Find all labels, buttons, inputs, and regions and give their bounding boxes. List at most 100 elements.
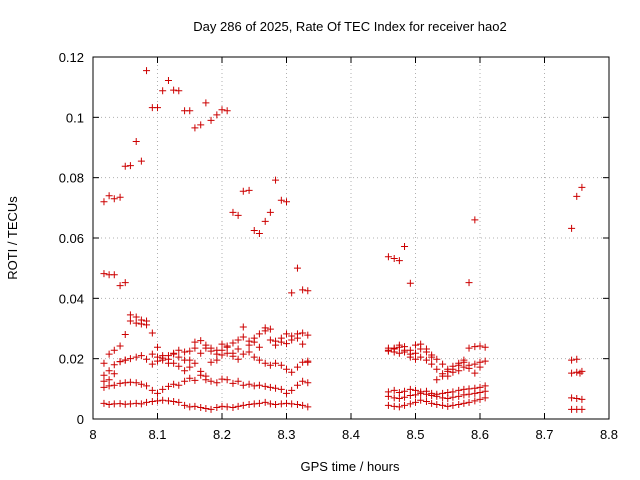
data-point <box>250 226 258 234</box>
y-tick-label: 0.1 <box>66 110 84 125</box>
x-tick-label: 8.3 <box>277 427 295 442</box>
data-point <box>304 287 312 295</box>
y-axis-label: ROTI / TECUs <box>5 196 20 280</box>
data-point <box>132 319 140 327</box>
data-point <box>304 403 312 411</box>
data-point <box>143 382 151 390</box>
x-tick-label: 8.8 <box>600 427 618 442</box>
data-point <box>100 383 108 391</box>
data-point <box>417 345 425 353</box>
data-point <box>255 356 263 364</box>
data-point <box>218 402 226 410</box>
data-point <box>444 388 452 396</box>
y-tick-label: 0.12 <box>59 50 84 65</box>
data-point <box>207 116 215 124</box>
data-point <box>422 387 430 395</box>
data-point <box>126 355 134 363</box>
data-point <box>186 363 194 371</box>
data-point <box>255 330 263 338</box>
data-point <box>433 376 441 384</box>
data-point <box>143 317 151 325</box>
data-point <box>234 336 242 344</box>
data-point <box>148 350 156 358</box>
data-point <box>229 404 237 412</box>
data-point <box>444 402 452 410</box>
data-point <box>116 358 124 366</box>
data-point <box>283 365 290 373</box>
data-point <box>175 346 183 354</box>
data-point <box>261 217 269 225</box>
data-point <box>428 389 436 397</box>
data-point <box>126 400 134 408</box>
data-point <box>213 111 221 119</box>
data-point <box>164 382 172 390</box>
data-point <box>100 377 108 385</box>
data-point <box>132 313 140 321</box>
data-point <box>197 337 205 345</box>
data-point <box>455 386 463 394</box>
series-sat_c <box>100 348 312 380</box>
data-point <box>191 359 199 367</box>
data-point <box>272 401 280 409</box>
data-point <box>197 349 205 357</box>
data-point <box>159 396 167 404</box>
data-point <box>202 99 210 107</box>
data-point <box>164 359 172 367</box>
data-point <box>159 356 167 364</box>
data-point <box>105 401 113 409</box>
data-point <box>229 349 237 357</box>
data-point <box>293 334 301 342</box>
data-point <box>154 397 161 405</box>
data-point <box>277 400 285 408</box>
data-point <box>406 391 414 399</box>
data-point <box>266 208 274 216</box>
y-tick-label: 0.04 <box>59 291 84 306</box>
y-tick-labels: 0 0.02 0.04 0.06 0.08 0.1 0.12 <box>59 50 84 427</box>
data-point <box>299 286 307 294</box>
data-point <box>266 325 274 333</box>
data-point <box>465 344 473 352</box>
data-point <box>293 264 301 272</box>
data-point <box>406 279 414 287</box>
series-sat_e <box>100 311 312 385</box>
data-point <box>390 348 398 356</box>
data-point <box>406 353 414 361</box>
y-tick-label: 0.06 <box>59 231 84 246</box>
data-point <box>471 216 479 224</box>
data-point <box>186 356 194 364</box>
data-point <box>105 192 113 200</box>
data-point <box>444 394 452 402</box>
data-point <box>401 393 409 401</box>
data-point <box>137 157 145 165</box>
data-point <box>283 389 290 397</box>
data-point <box>191 338 199 346</box>
data-point <box>401 242 409 250</box>
data-point <box>218 106 226 114</box>
data-point <box>455 401 463 409</box>
data-point <box>207 347 215 355</box>
series-sat_a <box>100 396 312 413</box>
plot-frame <box>92 56 610 420</box>
data-point <box>578 367 586 375</box>
series-sat_s_high <box>568 183 586 232</box>
data-point <box>175 87 183 95</box>
data-point <box>170 398 178 406</box>
data-point <box>395 257 403 265</box>
data-point <box>261 324 269 332</box>
data-point <box>288 400 296 408</box>
data-point <box>568 394 576 402</box>
data-point <box>234 345 242 353</box>
data-point <box>412 386 419 394</box>
data-point <box>283 198 290 206</box>
data-point <box>170 86 178 94</box>
data-point <box>433 355 441 363</box>
data-point <box>121 356 129 364</box>
data-point <box>465 364 473 372</box>
data-point <box>460 385 468 393</box>
data-point <box>417 353 425 361</box>
x-tick-label: 8.1 <box>148 427 166 442</box>
data-point <box>148 386 156 394</box>
data-point <box>412 349 419 357</box>
data-point <box>159 87 167 95</box>
data-point <box>207 405 215 413</box>
